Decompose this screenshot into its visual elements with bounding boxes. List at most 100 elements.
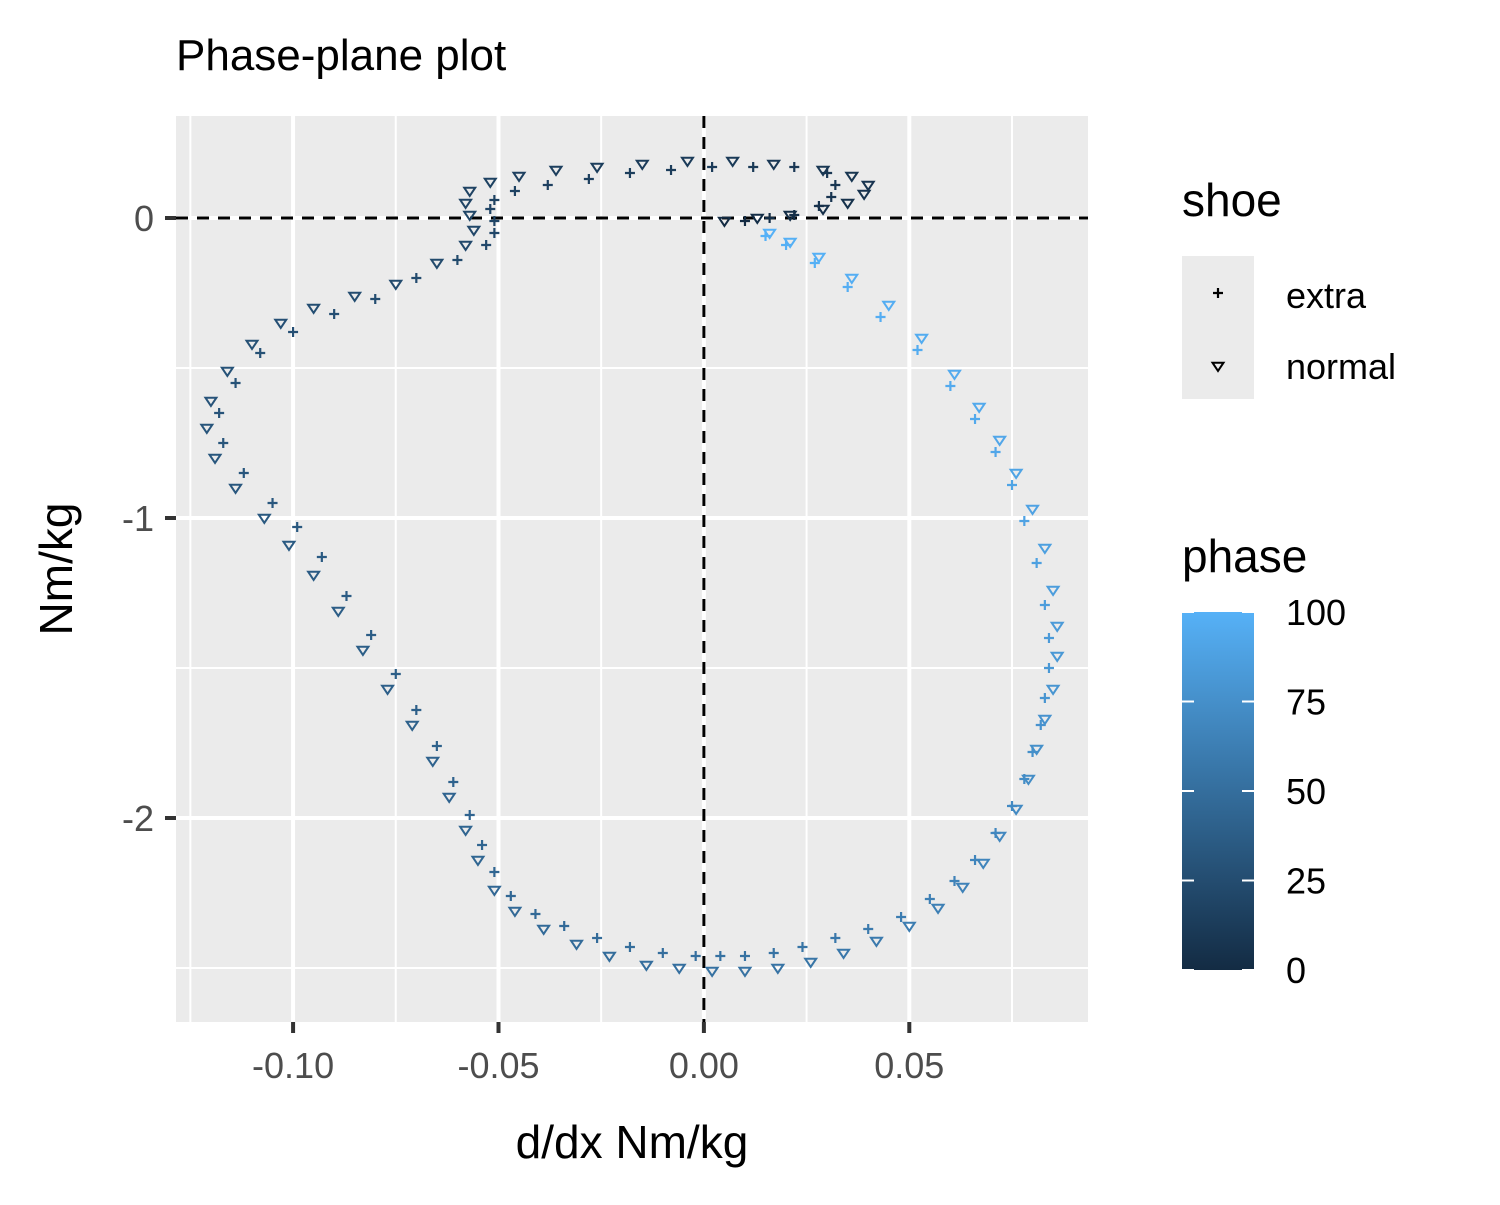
data-point-normal <box>782 210 798 222</box>
data-point-normal <box>671 963 687 975</box>
data-point-extra <box>896 912 907 922</box>
data-point-normal <box>844 273 860 285</box>
data-point-extra <box>797 942 808 952</box>
data-point-normal <box>737 966 753 978</box>
data-point-extra <box>370 294 381 304</box>
data-point-normal <box>470 855 486 867</box>
y-axis: 0 -1 -2 <box>122 198 176 839</box>
data-point-normal <box>840 198 856 210</box>
data-point-extra <box>657 948 668 958</box>
data-point-extra <box>288 327 299 337</box>
data-point-extra <box>316 552 327 562</box>
data-point-extra <box>489 867 500 877</box>
legend-label-extra: extra <box>1286 275 1367 316</box>
data-point-normal <box>404 720 420 732</box>
data-point-extra <box>238 468 249 478</box>
data-point-extra <box>411 705 422 715</box>
data-point-extra <box>218 438 229 448</box>
data-point-normal <box>228 483 243 495</box>
data-point-normal <box>388 279 404 291</box>
data-point-extra <box>530 909 541 919</box>
data-point-extra <box>505 891 516 901</box>
data-point-normal <box>203 396 219 408</box>
data-point-extra <box>1043 663 1054 673</box>
data-point-extra <box>970 414 981 424</box>
data-point-extra <box>255 348 266 358</box>
data-point-normal <box>836 948 851 960</box>
data-point-normal <box>380 684 395 696</box>
data-point-extra <box>809 258 820 268</box>
data-point-normal <box>458 825 473 837</box>
data-point-normal <box>199 423 215 435</box>
data-point-extra <box>1007 480 1017 490</box>
data-point-extra <box>764 213 775 223</box>
data-point-normal <box>770 963 786 975</box>
data-point-normal <box>482 177 498 189</box>
data-point-normal <box>992 831 1008 843</box>
colorbar-tick-label: 100 <box>1286 592 1346 633</box>
shape-legend-title: shoe <box>1182 174 1282 226</box>
data-point-extra <box>489 228 500 238</box>
data-point-normal <box>548 165 564 177</box>
data-point-extra <box>789 162 800 172</box>
data-point-extra <box>485 204 496 214</box>
data-point-normal <box>992 435 1008 447</box>
shape-legend-keys <box>1210 288 1226 373</box>
data-point-normal <box>815 204 831 216</box>
data-point-extra <box>666 165 677 175</box>
shape-legend-key-background <box>1182 256 1254 399</box>
data-point-extra <box>509 186 520 196</box>
data-point-normal <box>811 252 827 264</box>
data-point-extra <box>390 669 401 679</box>
data-point-extra <box>990 447 1001 457</box>
data-point-extra <box>267 498 278 508</box>
data-point-normal <box>1037 714 1053 726</box>
data-point-extra <box>690 951 701 961</box>
data-point-normal <box>330 606 346 618</box>
data-point-extra <box>830 180 841 190</box>
data-point-normal <box>725 156 741 168</box>
data-point-normal <box>749 213 765 225</box>
data-point-normal <box>1029 744 1045 756</box>
data-point-normal <box>441 792 457 804</box>
data-point-normal <box>602 951 617 963</box>
data-point-extra <box>1043 633 1054 643</box>
data-point-normal <box>717 216 732 228</box>
data-point-normal <box>1025 504 1040 516</box>
data-point-normal <box>1045 585 1061 597</box>
data-point-normal <box>1045 684 1061 696</box>
data-point-normal <box>704 966 720 978</box>
data-point-extra <box>464 810 475 820</box>
data-point-extra <box>366 630 377 640</box>
legend-key-normal <box>1210 361 1226 373</box>
colorbar-tick-label: 25 <box>1286 861 1326 902</box>
data-point-normal <box>429 258 445 270</box>
data-point-extra <box>1019 516 1030 526</box>
data-point-normal <box>766 159 782 171</box>
data-point-extra <box>624 942 635 952</box>
data-point-extra <box>329 309 340 319</box>
y-tick-label: -1 <box>122 498 154 539</box>
data-point-normal <box>639 960 654 972</box>
data-point-normal <box>425 756 441 768</box>
data-point-normal <box>347 291 363 303</box>
data-point-extra <box>863 924 874 934</box>
data-point-normal <box>536 924 552 936</box>
colorbar-tick-label: 50 <box>1286 771 1326 812</box>
x-tick-label: -0.10 <box>252 1045 334 1086</box>
data-point-normal <box>914 333 929 345</box>
data-point-normal <box>680 156 695 168</box>
reference-lines <box>176 116 1088 1022</box>
data-point-normal <box>1008 468 1024 480</box>
data-point-extra <box>477 840 488 850</box>
data-point-normal <box>975 858 991 870</box>
y-axis-title: Nm/kg <box>30 503 82 636</box>
data-point-extra <box>481 240 492 250</box>
x-tick-label: 0.05 <box>874 1045 944 1086</box>
data-point-extra <box>448 777 459 787</box>
data-point-extra <box>341 591 352 601</box>
data-point-normal <box>281 540 297 552</box>
data-point-extra <box>559 921 570 931</box>
data-point-normal <box>207 453 223 465</box>
